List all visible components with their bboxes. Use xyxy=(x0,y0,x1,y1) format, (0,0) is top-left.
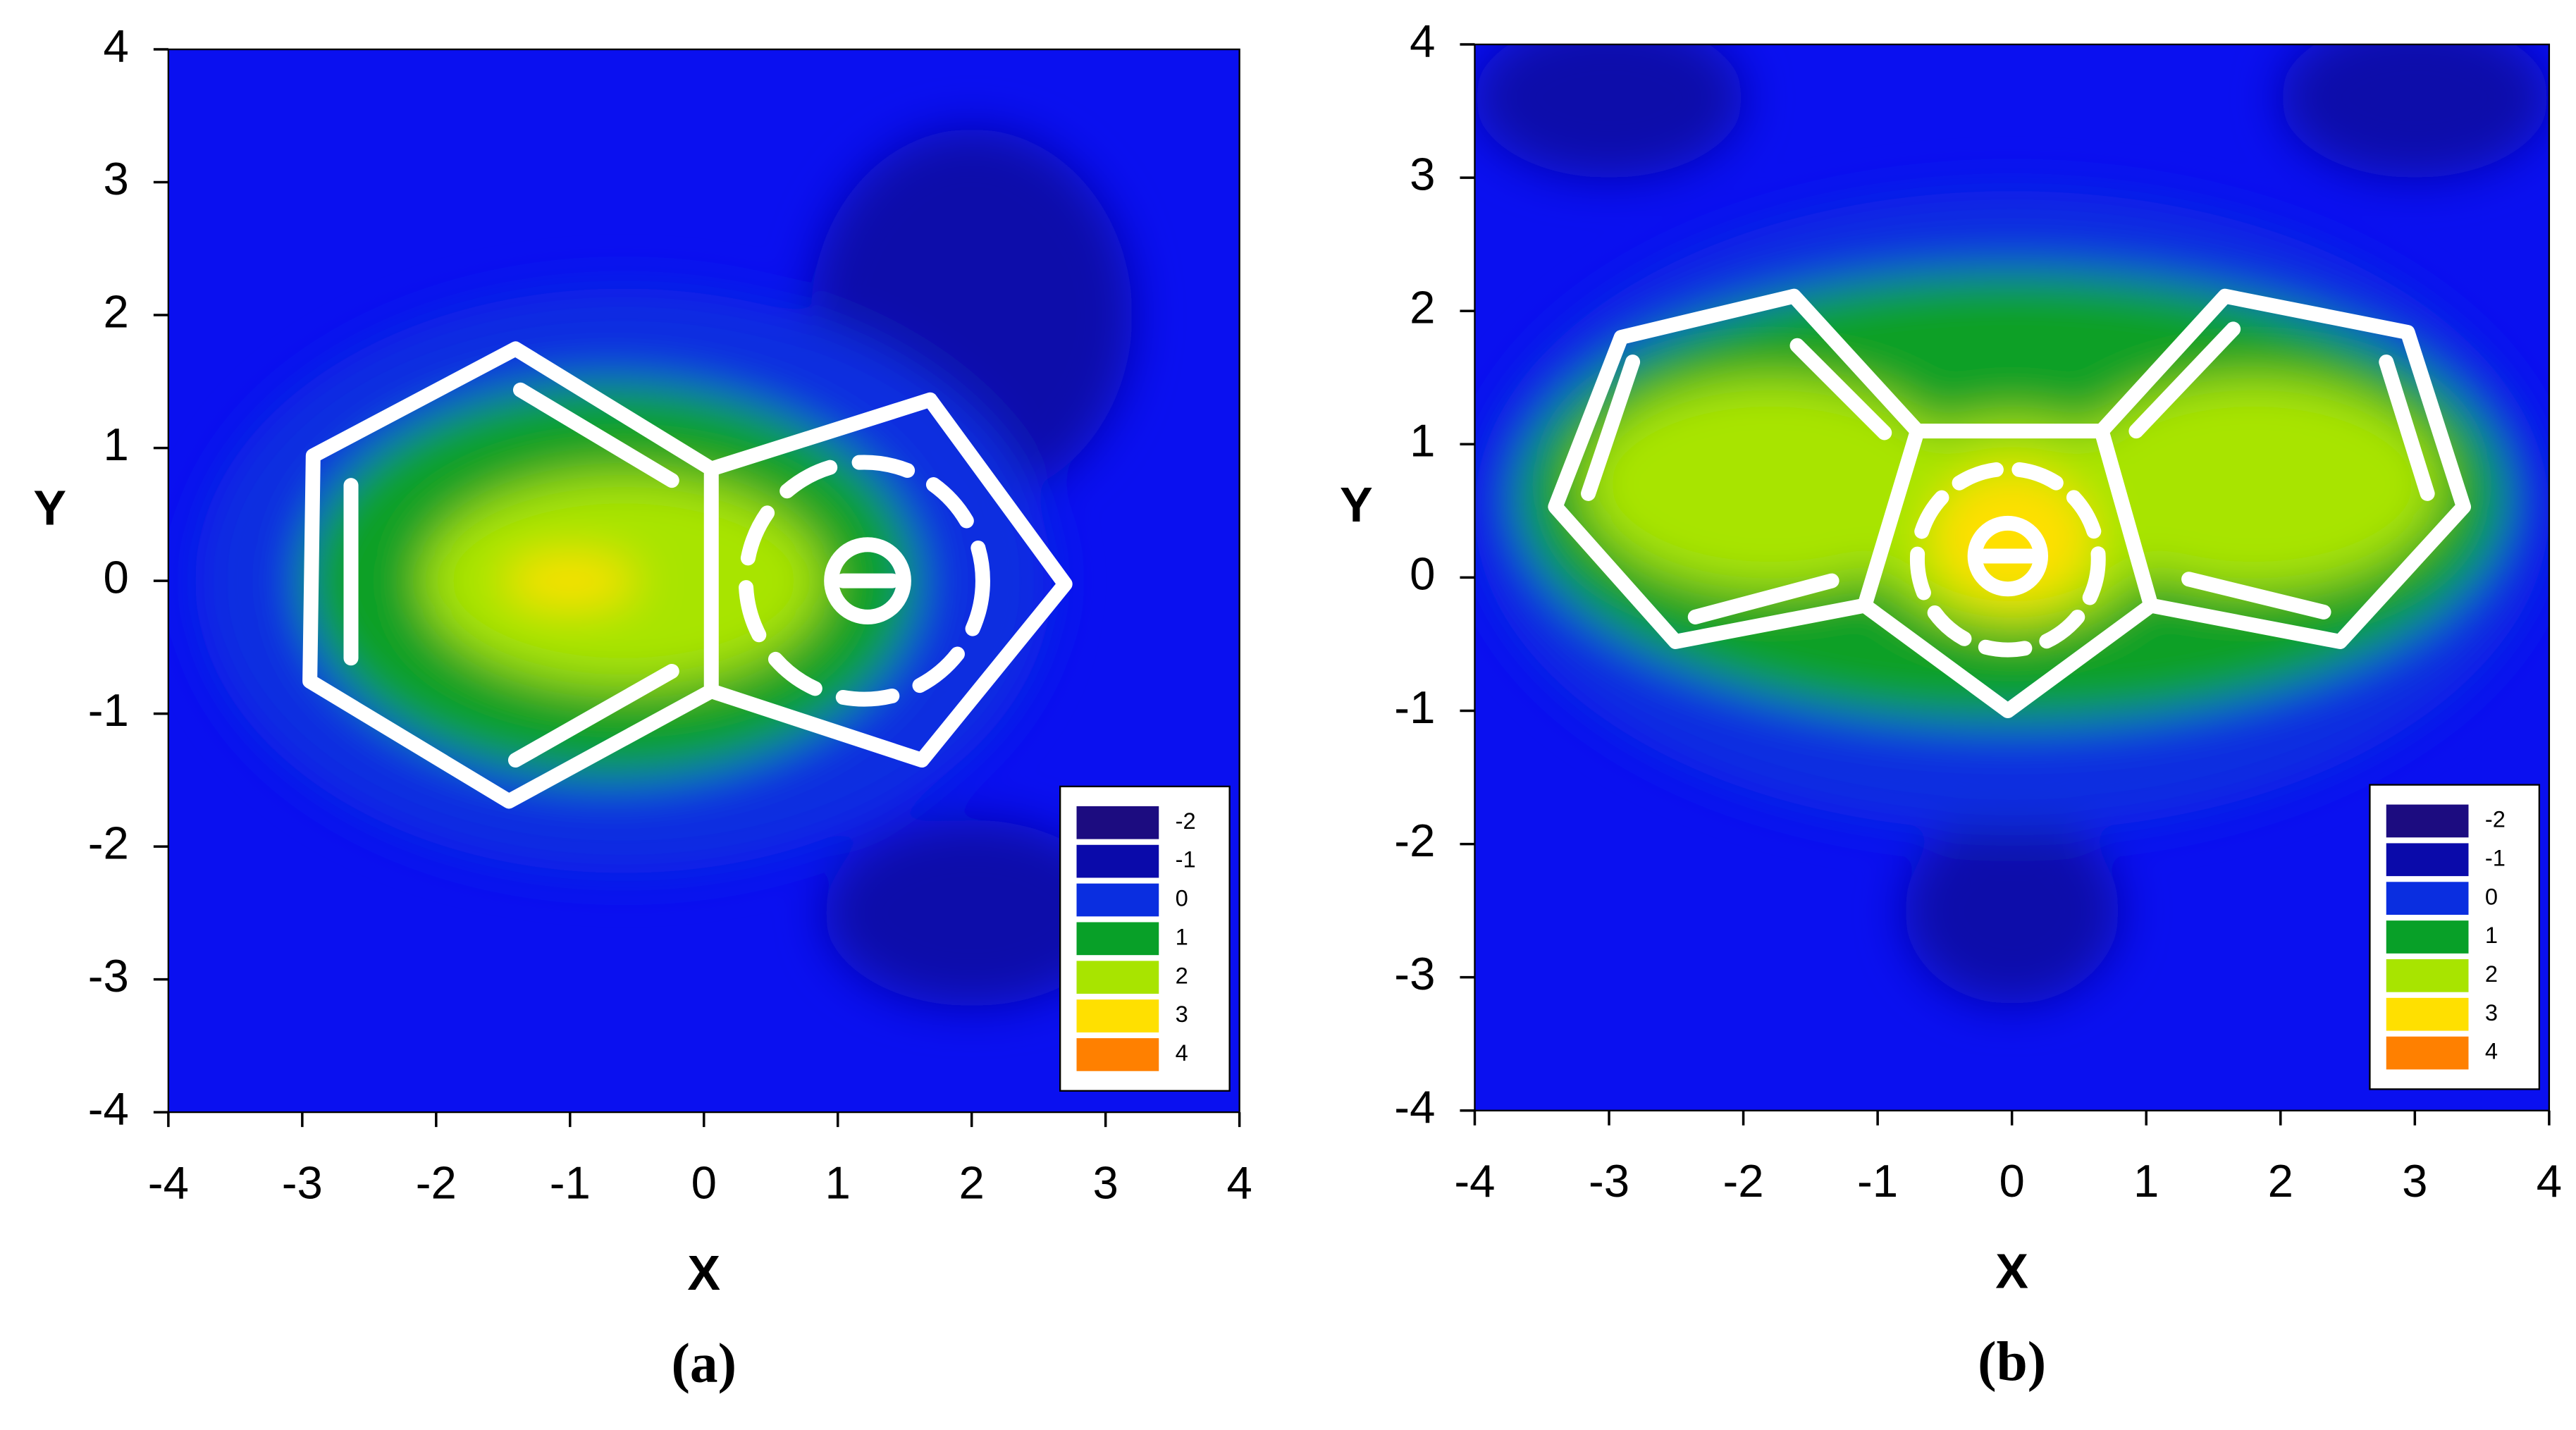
panel-label: (a) xyxy=(671,1333,737,1395)
y-tick-label: -4 xyxy=(88,1083,129,1134)
x-tick-label: -3 xyxy=(282,1157,323,1208)
x-tick-label: -1 xyxy=(1857,1155,1898,1207)
molecule-diagram xyxy=(1548,288,2471,719)
contour-region xyxy=(1904,817,2120,1004)
contour-region xyxy=(2280,44,2549,178)
contour-field xyxy=(1474,44,2549,1111)
y-tick-label: -4 xyxy=(1394,1081,1435,1133)
y-tick-label: 3 xyxy=(1410,148,1435,199)
y-tick-label: -2 xyxy=(88,817,129,868)
legend-label: 2 xyxy=(1176,962,1188,988)
y-tick-label: 2 xyxy=(103,285,128,337)
panel: -4 -3 -2 -1 0 1 2 3 4 -4 -3 -2 -1 0 1 2 3 4 X Y (b) -2 -1 0 1 2 3 4 xyxy=(1340,15,2562,1393)
y-tick-label: 3 xyxy=(103,153,128,204)
legend-label: 4 xyxy=(2485,1038,2498,1064)
legend-swatch xyxy=(1076,1038,1159,1071)
x-tick-label: 4 xyxy=(2537,1155,2562,1207)
y-tick-label: -3 xyxy=(88,950,129,1001)
y-axis-label: Y xyxy=(1340,477,1373,532)
y-tick-label: 0 xyxy=(1410,548,1435,600)
x-tick-label: -2 xyxy=(1723,1155,1764,1207)
legend-label: 3 xyxy=(2485,999,2498,1025)
legend: -2 -1 0 1 2 3 4 xyxy=(2369,784,2541,1090)
x-tick-label: 2 xyxy=(959,1157,985,1208)
x-tick-label: 3 xyxy=(2402,1155,2427,1207)
y-tick-label: 2 xyxy=(1410,281,1435,333)
legend-swatch xyxy=(2386,997,2469,1031)
y-tick-label: 1 xyxy=(1410,415,1435,467)
legend-swatch xyxy=(2386,920,2469,954)
contour-regions xyxy=(1474,44,2549,1004)
x-tick-label: 3 xyxy=(1092,1157,1118,1208)
legend-label: 0 xyxy=(2485,883,2498,909)
legend-label: 1 xyxy=(1176,923,1188,949)
x-tick-label: 0 xyxy=(691,1157,717,1208)
legend-label: 1 xyxy=(2485,922,2498,948)
legend-label: 3 xyxy=(1176,1001,1188,1027)
y-axis-label: Y xyxy=(33,481,66,536)
legend-label: -2 xyxy=(2485,806,2506,832)
y-tick-label: -3 xyxy=(1394,948,1435,999)
legend: -2 -1 0 1 2 3 4 xyxy=(1059,785,1231,1092)
panel-label: (b) xyxy=(1978,1331,2046,1393)
x-tick-label: 4 xyxy=(1226,1157,1252,1208)
legend-label: -1 xyxy=(1176,846,1196,873)
legend-swatch xyxy=(1076,922,1159,956)
legend-swatch xyxy=(2386,959,2469,992)
contour-region xyxy=(1474,44,1744,178)
y-tick-label: 1 xyxy=(103,419,128,470)
legend-swatch xyxy=(1076,883,1159,917)
legend-label: -2 xyxy=(1176,808,1196,834)
panel: -4 -3 -2 -1 0 1 2 3 4 -4 -3 -2 -1 0 1 2 3 4 X Y (a) -2 -1 0 1 2 3 4 xyxy=(33,20,1252,1394)
legend-swatch xyxy=(2386,1036,2469,1070)
x-tick-label: 2 xyxy=(2268,1155,2293,1207)
y-tick-label: 4 xyxy=(1410,15,1435,66)
legend-swatch xyxy=(1076,806,1159,839)
x-tick-label: -4 xyxy=(1454,1155,1495,1207)
legend-label: -1 xyxy=(2485,844,2506,870)
contour-region xyxy=(503,554,637,608)
contour-region xyxy=(824,820,1119,1006)
x-tick-label: -2 xyxy=(416,1157,457,1208)
x-tick-label: 0 xyxy=(1999,1155,2024,1207)
x-axis-label: X xyxy=(687,1245,720,1300)
contour-region xyxy=(2065,377,2442,591)
x-tick-label: -4 xyxy=(148,1157,189,1208)
y-tick-label: 0 xyxy=(103,551,128,603)
y-tick-label: -1 xyxy=(88,684,129,736)
x-tick-label: 1 xyxy=(2133,1155,2159,1207)
legend-swatch xyxy=(1076,844,1159,878)
y-tick-label: -2 xyxy=(1394,815,1435,866)
legend-swatch xyxy=(1076,961,1159,994)
legend-swatch xyxy=(2386,882,2469,915)
x-tick-label: -1 xyxy=(550,1157,591,1208)
legend-swatch xyxy=(2386,804,2469,838)
legend-label: 0 xyxy=(1176,885,1188,911)
legend-label: 4 xyxy=(1176,1040,1188,1066)
contour-region xyxy=(1582,377,1959,591)
y-tick-label: 4 xyxy=(103,20,128,71)
x-axis-label: X xyxy=(1995,1244,2028,1299)
legend-label: 2 xyxy=(2485,961,2498,987)
y-tick-label: -1 xyxy=(1394,682,1435,733)
x-tick-label: -3 xyxy=(1589,1155,1629,1207)
legend-swatch xyxy=(2386,843,2469,877)
legend-swatch xyxy=(1076,999,1159,1033)
molecule-diagram xyxy=(302,341,1073,809)
x-tick-label: 1 xyxy=(825,1157,851,1208)
